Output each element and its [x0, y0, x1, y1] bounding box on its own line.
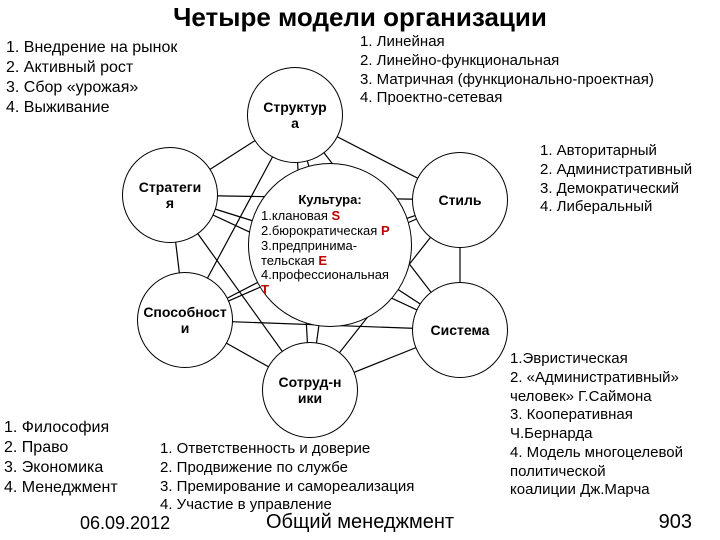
center-title: Культура: [261, 192, 399, 207]
page-title: Четыре модели организации [0, 2, 720, 33]
center-circle: Культура: 1.клановая S2.бюрократическая … [248, 163, 412, 327]
footer-date: 06.09.2012 [80, 513, 170, 534]
node-sistema: Система [412, 282, 508, 378]
node-strategiya: Стратегия [122, 147, 218, 243]
footer-num: 903 [659, 511, 692, 534]
node-sposobnosti: Способности [137, 272, 233, 368]
node-struktura: Структура [247, 67, 343, 163]
list-strategiya: 1. Внедрение на рынок2. Активный рост3. … [6, 38, 177, 118]
list-stil: 1. Авторитарный2. Административный3. Дем… [540, 142, 692, 217]
center-item: 1.клановая S [261, 209, 399, 224]
list-sistema: 1.Эвристическая2. «Административный» чел… [510, 350, 683, 500]
list-sotrudniki: 1. Ответственность и доверие2. Продвижен… [160, 440, 414, 515]
center-item: 3.предпринима-тельская E [261, 239, 399, 269]
center-item: 2.бюрократическая P [261, 224, 399, 239]
node-sotrudniki: Сотруд-ники [262, 342, 358, 438]
center-item: 4.профессиональная T [261, 268, 399, 298]
center-items: 1.клановая S2.бюрократическая P3.предпри… [261, 209, 399, 299]
list-sposobnosti: 1. Философия2. Право3. Экономика4. Менед… [4, 418, 118, 498]
list-struktura: 1. Линейная2. Линейно-функциональная3. М… [360, 33, 654, 108]
node-stil: Стиль [412, 152, 508, 248]
